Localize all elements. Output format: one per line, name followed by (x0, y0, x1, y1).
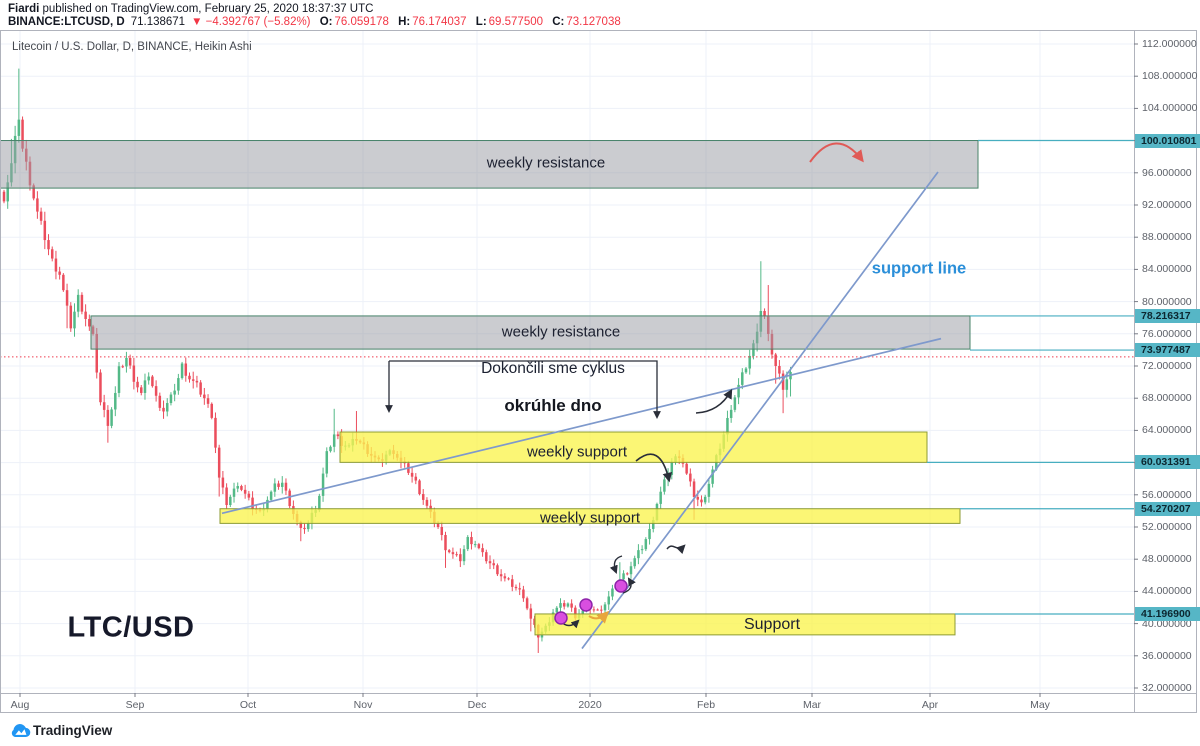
time-tick-label: Feb (696, 699, 716, 711)
price-tick-label: 80.000000 (1142, 295, 1192, 308)
price-level-label: 60.031391 (1135, 455, 1200, 470)
resistance-zone-box[interactable] (0, 140, 979, 189)
price-tick-label: 68.000000 (1142, 392, 1192, 405)
dot3-curl-arrow[interactable] (622, 577, 636, 594)
price-level-label: 100.010801 (1135, 133, 1200, 148)
support-zone-box[interactable] (534, 613, 956, 636)
close-value: 73.127038 (566, 16, 621, 28)
price-level-label: 54.270207 (1135, 501, 1200, 516)
bracket-line-right-arrow[interactable] (389, 360, 661, 419)
price-tick-label: 108.000000 (1142, 70, 1198, 83)
price-tick-label: 72.000000 (1142, 360, 1192, 372)
magenta-marker-dot[interactable] (614, 579, 628, 593)
weekly-support-2-label: weekly support (539, 509, 641, 527)
high-value: 76.174037 (412, 16, 467, 28)
time-tick-label: Oct (239, 699, 257, 711)
zone-boxes[interactable] (0, 140, 979, 636)
low-value: 69.577500 (488, 16, 544, 28)
price-level-label: 41.196900 (1135, 606, 1200, 621)
price-tick-label: 88.000000 (1142, 231, 1192, 244)
pullback-squiggle[interactable] (666, 544, 686, 554)
low-label: L: (475, 16, 487, 28)
time-tick-label: Nov (353, 699, 373, 711)
drawn-annotations[interactable] (385, 142, 864, 629)
trendlines[interactable] (221, 171, 942, 650)
magenta-marker-dot[interactable] (579, 598, 593, 612)
time-tick-label: Mar (802, 699, 822, 711)
high-label: H: (398, 16, 411, 28)
support-line-shallow[interactable] (221, 337, 942, 515)
resistance-zone-box[interactable] (90, 315, 971, 350)
price-tick-label: 112.000000 (1142, 38, 1197, 50)
price-tick-label: 52.000000 (1142, 521, 1192, 533)
price-tick-label: 92.000000 (1142, 199, 1192, 211)
time-tick-label: Sep (125, 699, 145, 711)
price-tick-label: 32.000000 (1142, 682, 1192, 694)
level-lines[interactable] (0, 139, 1134, 615)
cycle-annotation-text: Dokončili sme cyklus (481, 360, 625, 377)
support-box-label: Support (743, 616, 801, 633)
price-tick-label: 76.000000 (1142, 327, 1192, 340)
price-level-label: 78.216317 (1135, 308, 1200, 323)
support-zone-box[interactable] (339, 431, 928, 463)
symbol-status-row: BINANCE:LTCUSD, D 71.138671 ▼ −4.392767 (−… (8, 16, 621, 28)
price-change: ▼ −4.392767 (−5.82%) (191, 16, 311, 28)
publish-info-text: published on TradingView.com, February 2… (39, 3, 374, 15)
weekly-resistance-1-label: weekly resistance (486, 154, 606, 172)
weekly-support-1-label: weekly support (526, 443, 628, 461)
price-tick-label: 104.000000 (1142, 102, 1198, 115)
publish-info: Fiardi published on TradingView.com, Feb… (8, 3, 373, 15)
time-tick-label: Apr (921, 699, 939, 711)
time-tick-label: Dec (467, 699, 487, 711)
open-label: O: (319, 16, 333, 28)
symbol-name: BINANCE:LTCUSD, D (8, 16, 125, 28)
support-zone-box[interactable] (219, 508, 961, 524)
tradingview-logo-icon[interactable] (8, 722, 32, 740)
feb-breakout-arrow[interactable] (695, 388, 733, 414)
chart-legend[interactable]: Litecoin / U.S. Dollar, D, BINANCE, Heik… (12, 41, 252, 53)
chart-frame (0, 30, 1197, 713)
last-price: 71.138671 (130, 16, 186, 28)
close-label: C: (552, 16, 565, 28)
price-level-label: 73.977487 (1135, 343, 1200, 358)
weekly-resistance-2-label: weekly resistance (501, 323, 621, 341)
price-tick-label: 44.000000 (1142, 585, 1192, 598)
time-tick-label: 2020 (578, 699, 602, 711)
jan-top-rejection-arrow[interactable] (635, 453, 673, 483)
orange-curl-arrow[interactable] (588, 610, 610, 624)
open-value: 76.059178 (334, 16, 389, 28)
support-line-steep[interactable] (581, 171, 939, 650)
tradingview-watermark[interactable]: TradingView (33, 723, 113, 738)
magenta-marker-dot[interactable] (554, 611, 568, 625)
time-tick-label: Aug (10, 699, 30, 711)
round-bottom-annotation-text: okrúhle dno (504, 396, 602, 415)
price-tick-label: 64.000000 (1142, 424, 1192, 437)
price-tick-label: 36.000000 (1142, 649, 1192, 662)
time-tick-label: May (1030, 699, 1050, 711)
resistance-rejection-arc[interactable] (809, 142, 864, 163)
price-tick-label: 56.000000 (1142, 488, 1192, 501)
price-tick-label: 84.000000 (1142, 263, 1192, 276)
support-line-annotation-text: support line (871, 259, 967, 278)
bottom-hook-arrow[interactable] (609, 555, 623, 574)
price-tick-label: 48.000000 (1142, 553, 1192, 566)
author-name: Fiardi (8, 3, 40, 15)
ticker-watermark-text: LTC/USD (67, 611, 195, 644)
price-tick-label: 96.000000 (1142, 166, 1192, 179)
